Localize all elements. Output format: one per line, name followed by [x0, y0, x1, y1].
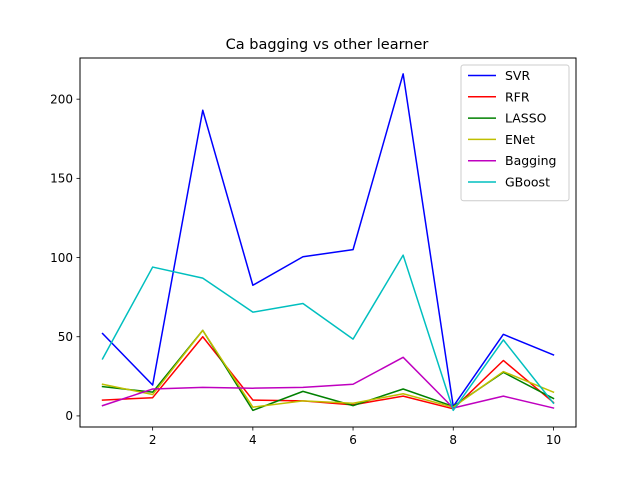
- series-line-lasso: [101, 329, 555, 412]
- y-tick-label: 50: [58, 330, 73, 344]
- y-tick-label: 200: [50, 92, 73, 106]
- legend-label-gboost: GBoost: [505, 175, 550, 190]
- x-tick-label: 10: [546, 433, 561, 447]
- series-line-enet: [101, 329, 555, 408]
- plot-frame: [79, 57, 577, 428]
- y-tick-label: 0: [65, 409, 73, 423]
- y-tick-label: 100: [50, 251, 73, 265]
- x-tick-label: 8: [449, 433, 457, 447]
- legend-box: [460, 64, 570, 202]
- x-axis: 2 4 6 8 10: [149, 427, 561, 447]
- series-line-gboost: [101, 254, 555, 412]
- legend-label-rfr: RFR: [505, 89, 530, 104]
- series-line-svr: [101, 73, 555, 408]
- x-tick-label: 2: [149, 433, 157, 447]
- series-line-bagging: [101, 356, 555, 409]
- x-tick-label: 6: [349, 433, 357, 447]
- series-layer: [101, 73, 555, 412]
- chart-title: Ca bagging vs other learner: [226, 37, 429, 53]
- legend-label-lasso: LASSO: [505, 111, 547, 126]
- y-axis: 0 50 100 150 200: [50, 92, 80, 423]
- legend: SVR RFR LASSO ENet Bagging GBoost: [460, 64, 570, 202]
- legend-label-svr: SVR: [505, 68, 530, 83]
- series-line-rfr: [101, 335, 555, 410]
- legend-label-bagging: Bagging: [505, 153, 556, 168]
- legend-label-enet: ENet: [505, 132, 535, 147]
- x-tick-label: 4: [249, 433, 257, 447]
- y-tick-label: 150: [50, 172, 73, 186]
